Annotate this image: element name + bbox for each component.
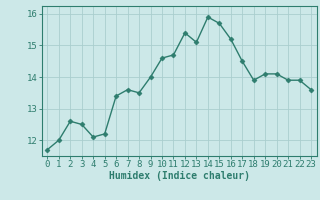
X-axis label: Humidex (Indice chaleur): Humidex (Indice chaleur) [109, 171, 250, 181]
